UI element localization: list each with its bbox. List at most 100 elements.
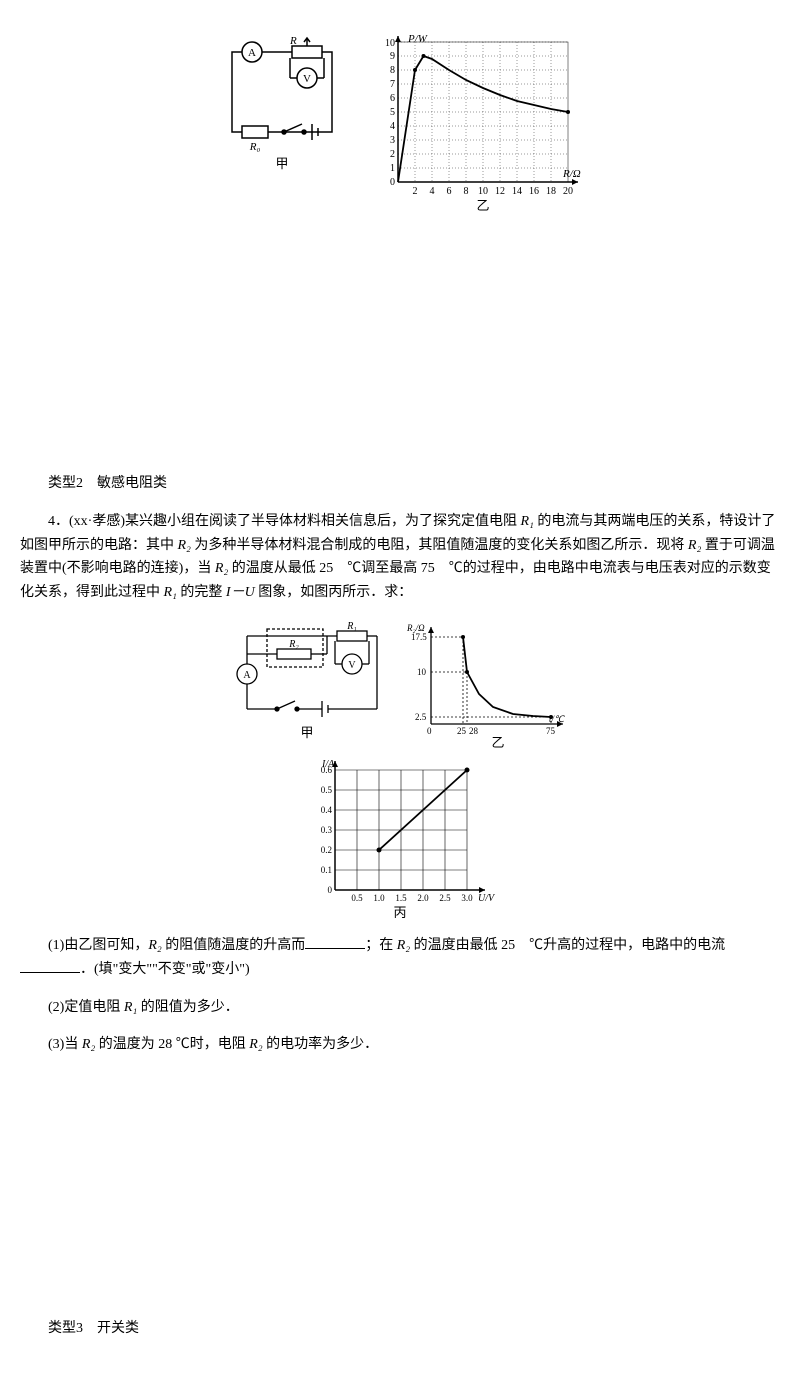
svg-text:10: 10 — [478, 186, 488, 197]
s2b: 的阻值为多少． — [137, 1000, 239, 1015]
svg-text:乙: 乙 — [476, 198, 489, 212]
q4-b1: 某兴趣小组在阅读了半导体材料相关信息后，为了探究定值电阻 — [125, 514, 521, 529]
svg-text:I/A: I/A — [321, 759, 335, 770]
svg-text:9: 9 — [390, 51, 395, 62]
blank-1[interactable] — [305, 934, 365, 949]
s2-r1: R₁ — [124, 1000, 137, 1015]
svg-text:A: A — [244, 670, 252, 681]
svg-text:R/Ω: R/Ω — [562, 168, 581, 180]
var-r1-b: R₁ — [164, 585, 177, 600]
svg-text:R: R — [289, 35, 297, 47]
svg-text:2.0: 2.0 — [417, 893, 429, 903]
svg-text:2: 2 — [390, 149, 395, 160]
svg-text:12: 12 — [495, 186, 505, 197]
svg-text:0: 0 — [427, 726, 432, 736]
s3-r2: R₂ — [82, 1037, 95, 1052]
svg-text:0.4: 0.4 — [321, 805, 333, 815]
svg-text:丙: 丙 — [393, 905, 406, 920]
svg-text:8: 8 — [463, 186, 468, 197]
svg-text:28: 28 — [469, 726, 479, 736]
figure-group-q4: R₂ R₁ A — [20, 619, 780, 920]
q4-circuit-svg: R₂ R₁ A — [227, 619, 387, 749]
blank-2[interactable] — [20, 958, 80, 973]
var-r2-b: R₂ — [688, 538, 701, 553]
svg-text:R₂/Ω: R₂/Ω — [406, 623, 425, 633]
svg-text:18: 18 — [546, 186, 556, 197]
svg-text:甲: 甲 — [301, 725, 314, 740]
svg-text:7: 7 — [390, 79, 395, 90]
svg-text:14: 14 — [512, 186, 522, 197]
figure-group-top: A R V R₀ 甲 — [20, 32, 780, 212]
svg-text:75: 75 — [546, 726, 556, 736]
var-iu: I－U — [226, 585, 255, 600]
s1b: 的阻值随温度的升高而 — [162, 938, 306, 953]
svg-text:25: 25 — [457, 726, 467, 736]
q4-chart-yi-svg: 17.5 10 2.5 0 25 28 75 R₂/Ω t/℃ 乙 — [403, 619, 573, 749]
svg-text:10: 10 — [385, 38, 395, 49]
q4-sub3: (3)当 R₂ 的温度为 28 ℃时，电阻 R₂ 的电功率为多少． — [20, 1033, 780, 1057]
svg-text:3: 3 — [390, 135, 395, 146]
svg-text:2.5: 2.5 — [439, 893, 451, 903]
svg-text:0: 0 — [390, 177, 395, 188]
svg-text:6: 6 — [390, 93, 395, 104]
s1-r2: R₂ — [148, 938, 161, 953]
q4-source: (xx·孝感) — [69, 514, 125, 529]
svg-text:8: 8 — [390, 65, 395, 76]
var-r1: R₁ — [521, 514, 534, 529]
s3-r2b: R₂ — [249, 1037, 262, 1052]
svg-text:1.0: 1.0 — [373, 893, 385, 903]
var-r2: R₂ — [178, 538, 191, 553]
svg-text:4: 4 — [390, 121, 395, 132]
q4-sub2: (2)定值电阻 R₁ 的阻值为多少． — [20, 996, 780, 1020]
s1c: ；在 — [365, 938, 397, 953]
svg-text:2: 2 — [412, 186, 417, 197]
svg-text:V: V — [349, 660, 357, 671]
chart-yi-top-svg: 012 345 678 910 246 81012 141618 20 P/W … — [368, 32, 588, 212]
svg-text:0: 0 — [328, 885, 333, 895]
svg-text:16: 16 — [529, 186, 539, 197]
svg-text:5: 5 — [390, 107, 395, 118]
q4-b3: 为多种半导体材料混合制成的电阻，其阻值随温度的变化关系如图乙所示．现将 — [191, 538, 688, 553]
section2-heading: 类型2 敏感电阻类 — [20, 472, 780, 496]
svg-text:甲: 甲 — [276, 156, 289, 171]
svg-text:20: 20 — [563, 186, 573, 197]
svg-text:U/V: U/V — [478, 893, 496, 904]
svg-text:17.5: 17.5 — [411, 632, 427, 642]
svg-text:A: A — [248, 47, 256, 59]
svg-text:3.0: 3.0 — [461, 893, 473, 903]
svg-text:10: 10 — [417, 667, 427, 677]
s3b: 的温度为 28 ℃时，电阻 — [95, 1037, 249, 1052]
q4-sub1: (1)由乙图可知，R₂ 的阻值随温度的升高而；在 R₂ 的温度由最低 25 ℃升… — [20, 934, 780, 982]
section3-heading: 类型3 开关类 — [20, 1317, 780, 1341]
q4-prefix: 4． — [48, 514, 69, 529]
s1-r2b: R₂ — [397, 938, 410, 953]
svg-text:1: 1 — [390, 163, 395, 174]
s1d: 的温度由最低 25 ℃升高的过程中，电路中的电流 — [410, 938, 725, 953]
svg-text:4: 4 — [429, 186, 434, 197]
svg-text:0.1: 0.1 — [321, 865, 332, 875]
svg-text:V: V — [303, 73, 311, 85]
s1e: ．(填"变大""不变"或"变小") — [80, 962, 250, 977]
var-r2-c: R₂ — [215, 561, 228, 576]
q4-b7: 图象，如图丙所示．求： — [255, 585, 413, 600]
svg-text:R₂: R₂ — [288, 639, 299, 650]
svg-text:P/W: P/W — [407, 33, 428, 45]
question-4: 4．(xx·孝感)某兴趣小组在阅读了半导体材料相关信息后，为了探究定值电阻 R₁… — [20, 510, 780, 605]
svg-text:0.3: 0.3 — [321, 825, 333, 835]
svg-text:6: 6 — [446, 186, 451, 197]
svg-text:0.5: 0.5 — [321, 785, 333, 795]
svg-text:0.2: 0.2 — [321, 845, 332, 855]
svg-text:乙: 乙 — [491, 735, 504, 749]
svg-text:1.5: 1.5 — [395, 893, 407, 903]
svg-text:R₁: R₁ — [346, 621, 357, 632]
s3c: 的电功率为多少． — [263, 1037, 379, 1052]
circuit-jia-svg: A R V R₀ 甲 — [212, 32, 352, 172]
s3a: (3)当 — [48, 1037, 82, 1052]
s2a: (2)定值电阻 — [48, 1000, 124, 1015]
svg-text:t/℃: t/℃ — [549, 714, 565, 724]
svg-text:R₀: R₀ — [249, 141, 261, 153]
svg-text:2.5: 2.5 — [415, 712, 427, 722]
q4-chart-bing-svg: 0 0.10.20.3 0.40.50.6 0.51.01.5 2.02.53.… — [300, 755, 500, 920]
s1a: (1)由乙图可知， — [48, 938, 148, 953]
svg-text:0.5: 0.5 — [351, 893, 363, 903]
